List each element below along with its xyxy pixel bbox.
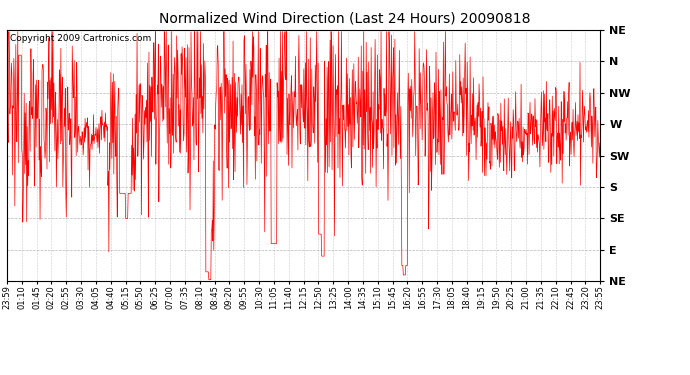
Text: Copyright 2009 Cartronics.com: Copyright 2009 Cartronics.com <box>10 34 151 43</box>
Text: Normalized Wind Direction (Last 24 Hours) 20090818: Normalized Wind Direction (Last 24 Hours… <box>159 11 531 25</box>
